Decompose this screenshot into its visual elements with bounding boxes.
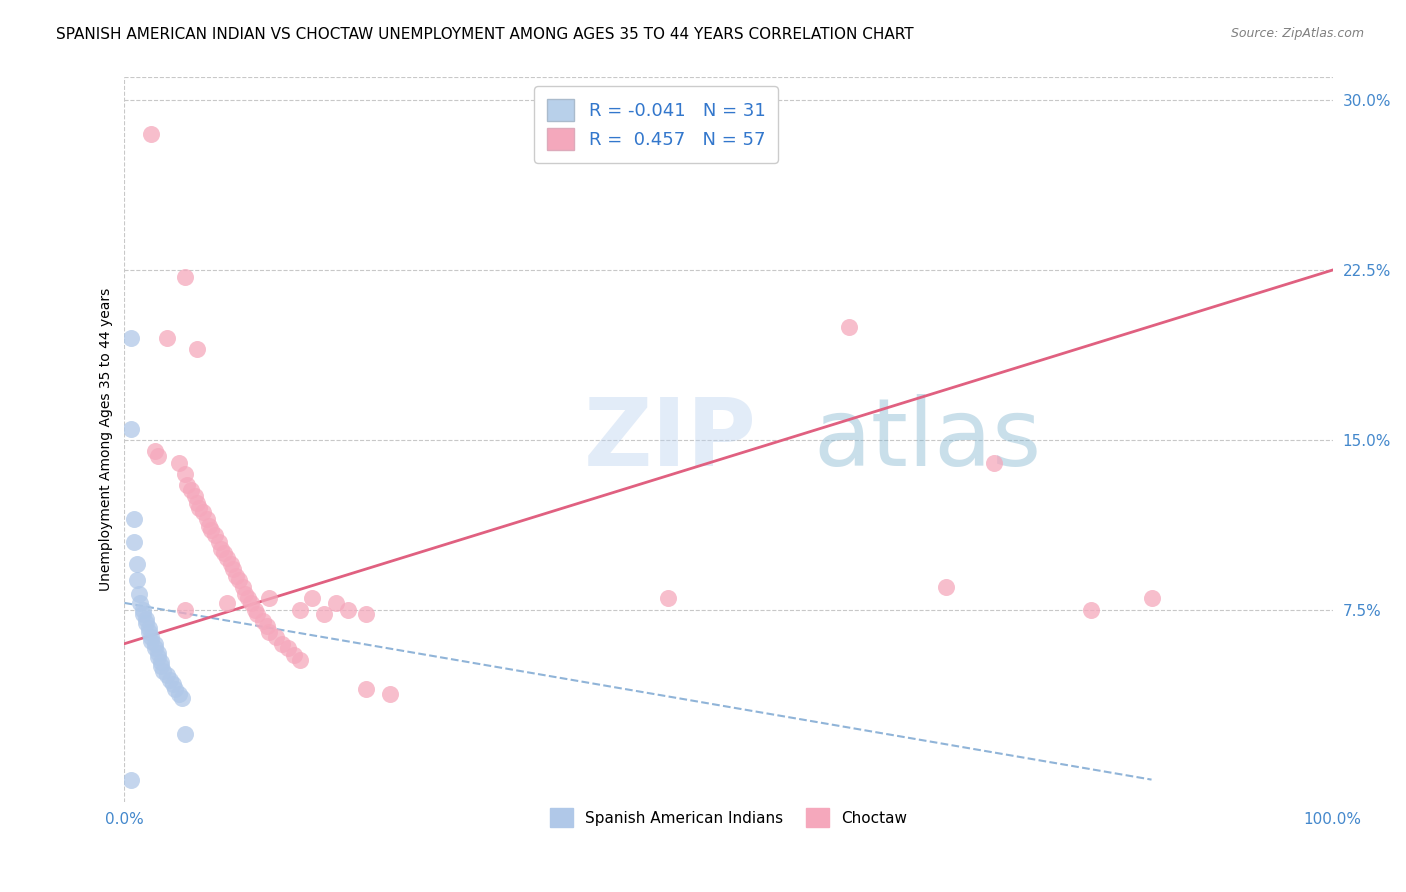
- Point: [233, 587, 256, 601]
- Point: [354, 681, 377, 696]
- Point: [208, 534, 231, 549]
- Point: [149, 655, 172, 669]
- Point: [195, 512, 218, 526]
- Point: [162, 677, 184, 691]
- Point: [125, 558, 148, 572]
- Point: [243, 603, 266, 617]
- Point: [1140, 591, 1163, 606]
- Point: [143, 637, 166, 651]
- Point: [222, 562, 245, 576]
- Point: [183, 490, 205, 504]
- Point: [838, 319, 860, 334]
- Point: [143, 641, 166, 656]
- Point: [256, 618, 278, 632]
- Point: [120, 421, 142, 435]
- Text: SPANISH AMERICAN INDIAN VS CHOCTAW UNEMPLOYMENT AMONG AGES 35 TO 44 YEARS CORREL: SPANISH AMERICAN INDIAN VS CHOCTAW UNEMP…: [56, 27, 914, 42]
- Point: [312, 607, 335, 622]
- Point: [252, 614, 274, 628]
- Point: [172, 691, 194, 706]
- Point: [186, 496, 208, 510]
- Legend: Spanish American Indians, Choctaw: Spanish American Indians, Choctaw: [543, 801, 915, 835]
- Point: [240, 596, 263, 610]
- Point: [173, 467, 195, 481]
- Point: [156, 331, 179, 345]
- Point: [131, 607, 153, 622]
- Point: [156, 668, 179, 682]
- Point: [173, 269, 195, 284]
- Point: [264, 630, 287, 644]
- Point: [337, 603, 360, 617]
- Point: [188, 500, 211, 515]
- Point: [167, 687, 190, 701]
- Point: [180, 483, 202, 497]
- Point: [122, 512, 145, 526]
- Point: [165, 681, 187, 696]
- Point: [232, 580, 254, 594]
- Point: [138, 625, 160, 640]
- Point: [935, 580, 957, 594]
- Point: [219, 558, 242, 572]
- Point: [212, 546, 235, 560]
- Point: [277, 641, 299, 656]
- Point: [325, 596, 347, 610]
- Point: [209, 541, 232, 556]
- Point: [149, 659, 172, 673]
- Point: [204, 528, 226, 542]
- Point: [354, 607, 377, 622]
- Point: [139, 630, 162, 644]
- Y-axis label: Unemployment Among Ages 35 to 44 years: Unemployment Among Ages 35 to 44 years: [100, 288, 114, 591]
- Point: [301, 591, 323, 606]
- Point: [283, 648, 305, 662]
- Point: [148, 650, 170, 665]
- Point: [152, 664, 174, 678]
- Point: [198, 519, 221, 533]
- Point: [176, 478, 198, 492]
- Point: [120, 331, 142, 345]
- Point: [259, 591, 281, 606]
- Point: [139, 127, 162, 141]
- Text: atlas: atlas: [813, 394, 1042, 486]
- Point: [191, 505, 214, 519]
- Point: [139, 634, 162, 648]
- Point: [143, 444, 166, 458]
- Point: [657, 591, 679, 606]
- Point: [270, 637, 292, 651]
- Point: [1080, 603, 1102, 617]
- Point: [138, 621, 160, 635]
- Point: [217, 596, 239, 610]
- Point: [148, 646, 170, 660]
- Point: [167, 456, 190, 470]
- Text: Source: ZipAtlas.com: Source: ZipAtlas.com: [1230, 27, 1364, 40]
- Point: [259, 625, 281, 640]
- Point: [225, 568, 247, 582]
- Point: [129, 596, 152, 610]
- Point: [217, 550, 239, 565]
- Point: [236, 591, 259, 606]
- Point: [125, 574, 148, 588]
- Point: [135, 612, 157, 626]
- Point: [228, 574, 250, 588]
- Point: [128, 587, 150, 601]
- Point: [186, 343, 208, 357]
- Point: [173, 603, 195, 617]
- Point: [120, 772, 142, 787]
- Point: [288, 652, 311, 666]
- Point: [288, 603, 311, 617]
- Point: [131, 603, 153, 617]
- Point: [380, 687, 402, 701]
- Point: [173, 727, 195, 741]
- Point: [246, 607, 269, 622]
- Point: [200, 524, 222, 538]
- Text: ZIP: ZIP: [583, 394, 756, 486]
- Point: [122, 534, 145, 549]
- Point: [159, 673, 181, 687]
- Point: [148, 449, 170, 463]
- Point: [983, 456, 1005, 470]
- Point: [135, 616, 157, 631]
